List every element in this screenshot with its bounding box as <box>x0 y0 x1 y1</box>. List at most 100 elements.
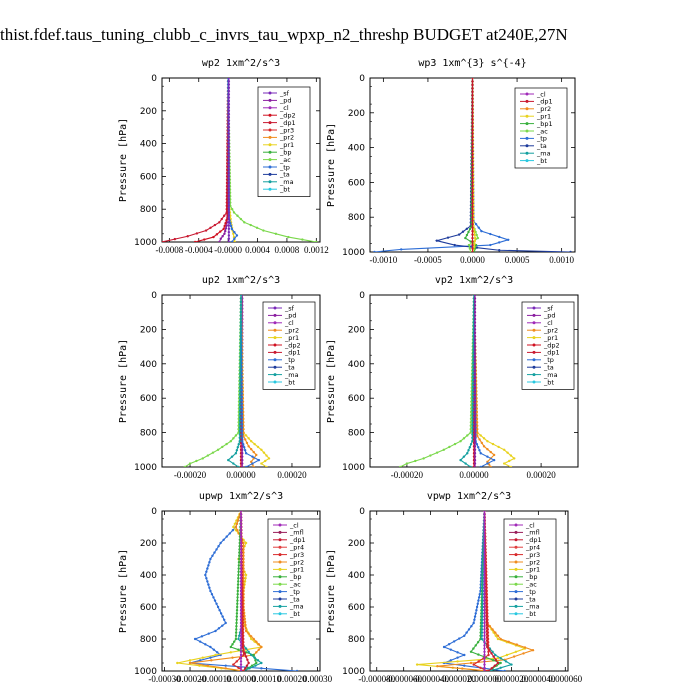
data-point <box>193 637 197 641</box>
data-point <box>453 442 457 446</box>
data-point <box>235 625 238 628</box>
panel-title: upwp 1xm^2/s^3 <box>199 491 283 502</box>
data-point <box>485 602 489 605</box>
data-point <box>232 211 236 214</box>
data-point <box>227 80 231 83</box>
y-axis-label: Pressure [hPa] <box>326 123 337 207</box>
panel-title: vpwp 1xm^2/s^3 <box>427 491 511 502</box>
data-point <box>242 650 245 653</box>
data-point <box>483 551 486 554</box>
data-point <box>237 516 241 519</box>
legend-marker <box>273 380 277 384</box>
legend-marker <box>278 612 282 616</box>
data-point <box>238 551 241 554</box>
data-point <box>215 548 218 551</box>
data-point <box>483 615 486 618</box>
data-point <box>239 663 243 666</box>
data-point <box>239 344 242 348</box>
data-point <box>235 609 239 612</box>
data-point <box>477 596 481 599</box>
data-point <box>222 538 225 541</box>
data-point <box>507 640 510 643</box>
data-point <box>481 609 484 612</box>
legend-marker <box>532 321 536 325</box>
data-point <box>477 660 480 663</box>
data-point <box>227 122 231 126</box>
data-point <box>483 660 486 663</box>
y-tick-label: 1000 <box>134 667 157 677</box>
data-point <box>246 658 249 661</box>
data-point <box>237 431 240 434</box>
series-line-tp <box>374 78 511 252</box>
data-point <box>473 233 476 237</box>
data-point <box>480 625 484 628</box>
legend-entry: _pr2 <box>279 134 294 142</box>
data-point <box>435 239 439 242</box>
data-point <box>236 214 239 217</box>
series-line-dp1 <box>162 78 229 242</box>
data-point <box>480 441 484 445</box>
data-point <box>209 656 212 659</box>
data-point <box>514 650 518 653</box>
data-point <box>471 174 474 177</box>
data-point <box>471 209 474 212</box>
data-point <box>199 659 202 662</box>
data-point <box>231 643 234 646</box>
data-point <box>486 440 489 443</box>
data-point <box>452 640 456 643</box>
series-group <box>415 511 535 671</box>
data-point <box>227 201 231 204</box>
data-point <box>239 564 243 567</box>
legend-marker <box>268 106 272 110</box>
x-tick-label: -0.000020 <box>439 674 476 684</box>
data-point <box>237 577 240 580</box>
data-point <box>471 409 474 412</box>
legend-marker <box>532 313 536 317</box>
data-point <box>483 516 486 519</box>
data-point <box>477 226 480 229</box>
data-point <box>531 649 535 652</box>
data-point <box>486 631 490 634</box>
data-point <box>471 195 474 198</box>
data-point <box>471 219 474 222</box>
legend-marker <box>532 350 536 354</box>
series-group <box>183 295 271 467</box>
data-point <box>224 227 228 230</box>
legend-marker <box>278 560 282 564</box>
data-point <box>227 240 231 242</box>
legend-entry: _cl <box>543 319 553 327</box>
data-point <box>257 648 261 651</box>
data-point <box>238 395 242 399</box>
data-point <box>240 419 244 422</box>
data-point <box>471 191 474 195</box>
data-point <box>265 465 268 467</box>
legend-marker <box>268 128 272 132</box>
data-point <box>224 221 227 225</box>
data-point <box>239 567 243 570</box>
data-point <box>473 615 477 618</box>
data-point <box>496 634 500 637</box>
data-point <box>239 372 242 375</box>
data-point <box>239 541 243 545</box>
data-point <box>238 399 242 402</box>
data-point <box>462 455 466 458</box>
data-point <box>489 232 492 236</box>
data-point <box>239 532 243 535</box>
data-point <box>238 429 242 433</box>
legend-entry: _tp <box>289 588 300 596</box>
data-point <box>227 152 231 155</box>
data-point <box>239 324 242 327</box>
legend-marker <box>268 172 272 176</box>
data-point <box>241 462 244 465</box>
data-point <box>274 232 278 235</box>
data-point <box>471 184 474 188</box>
data-point <box>490 667 493 670</box>
data-point <box>240 423 244 426</box>
data-point <box>218 240 221 242</box>
legend-entry: _ta <box>289 595 300 603</box>
legend-box <box>257 86 311 197</box>
data-point <box>239 314 243 317</box>
data-point <box>242 446 246 449</box>
data-point <box>252 450 255 454</box>
y-tick-label: 1000 <box>134 463 157 473</box>
